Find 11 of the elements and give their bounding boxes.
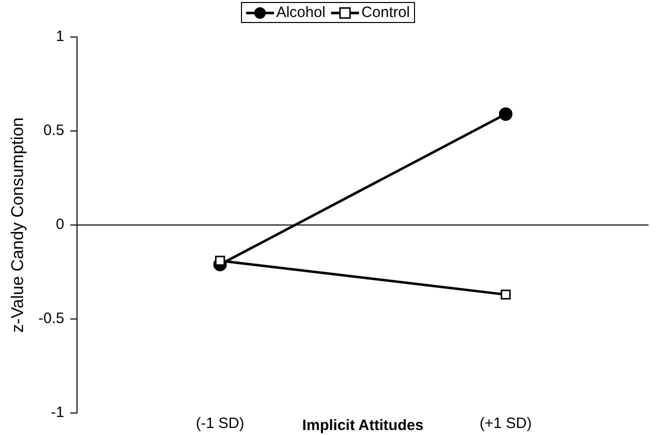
x-tick-label: (+1 SD): [480, 415, 532, 432]
x-axis-title: Implicit Attitudes: [302, 417, 424, 434]
y-axis-title: z-Value Candy Consumption: [8, 117, 27, 333]
x-tick-label: (-1 SD): [196, 415, 244, 432]
y-tick-label: 0.5: [43, 122, 64, 140]
y-tick-label: 1: [56, 28, 64, 46]
legend-label: Control: [361, 4, 410, 21]
y-tick-label: -1: [50, 404, 64, 422]
legend-label: Alcohol: [276, 4, 326, 21]
y-tick-label: -0.5: [38, 310, 64, 328]
y-tick-label: 0: [56, 216, 64, 234]
